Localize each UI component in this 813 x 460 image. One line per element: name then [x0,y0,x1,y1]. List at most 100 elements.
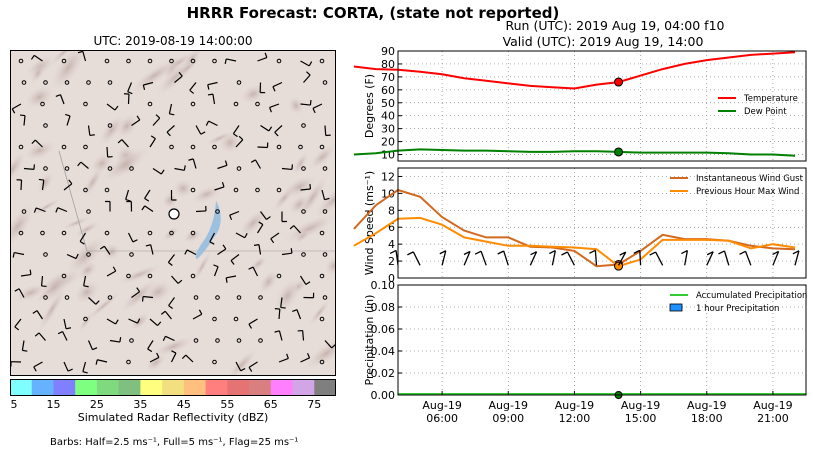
terrain-ridge [36,285,67,334]
calm-wind-marker [43,252,48,257]
legend-label: Accumulated Precipitation [696,291,807,301]
wind-barb [127,82,133,92]
wind-barb-feather [125,199,131,202]
x-tick-date: Aug-19 [555,399,594,412]
current-value-marker [614,147,624,157]
wind-barb-feather [150,135,156,140]
wind-barb-feather [127,91,133,95]
wind-barb [235,361,242,372]
wind-barb-feather [160,169,165,175]
barbs-legend-note: Barbs: Half=2.5 ms⁻¹, Full=5 ms⁻¹, Flag=… [50,437,299,448]
calm-wind-marker [298,144,303,150]
wind-barb [189,82,197,91]
wind-barb [270,232,280,240]
wind-barb-feather [55,207,59,213]
wind-barb-feather [266,216,271,221]
wind-barb-feather [112,266,117,272]
calm-wind-marker [147,101,153,107]
wind-barb-feather [530,251,537,256]
x-tick-time: 09:00 [492,412,524,425]
calm-wind-marker [40,101,45,107]
wind-barb [128,318,138,324]
terrain-ridge [116,264,162,285]
wind-barb-feather [309,100,312,106]
wind-barb [441,250,447,266]
wind-barb [167,254,175,263]
series-line [353,51,796,90]
wind-barb [258,244,262,255]
calm-wind-marker [212,359,217,365]
x-tick-time: 15:00 [625,412,657,425]
calm-wind-marker [43,295,48,300]
y-tick-label: 90 [381,45,395,58]
wind-barb [772,251,780,266]
terrain-ridge [308,299,331,327]
terrain-ridge [182,228,203,244]
map-title: UTC: 2019-08-19 14:00:00 [93,34,253,48]
calm-wind-marker [169,230,174,236]
panel-precipitation: 0.00 0.02 0.04 0.06 0.08 0.10 Precipitation (i… [363,279,807,402]
wind-barb [303,74,311,83]
wind-barb [66,253,77,260]
reflectivity-colorbar: 5 15 25 35 45 55 65 75 [10,379,337,411]
legend: Accumulated Precipitation 1 hour Precipit… [669,291,807,314]
wind-barb [274,125,283,133]
wind-barb [214,186,225,191]
calm-wind-marker [212,144,217,150]
colorbar-swatch [53,379,76,396]
wind-barb [300,188,311,191]
wind-barb-feather [12,252,15,258]
terrain-ridge [226,348,258,375]
calm-wind-marker [86,252,91,257]
calm-wind-marker [104,58,110,64]
wind-barb-feather [389,249,397,255]
wind-barb-feather [589,249,596,254]
wind-barb [35,207,46,213]
wind-barb [34,139,43,148]
wind-barb-feather [79,240,85,245]
wind-barb [281,167,293,171]
wind-barb [97,359,108,363]
calm-wind-marker [147,273,153,279]
wind-barb-feather [178,71,183,77]
terrain-ridge [312,180,335,219]
wind-barb-feather [33,207,37,213]
wind-barb [87,125,91,136]
legend: Temperature Dew Point [718,94,798,117]
wind-barb [226,275,237,279]
wind-barb [174,167,185,171]
wind-barb-feather [136,115,141,121]
wind-barb-feather [162,336,166,342]
wind-barb [82,361,87,372]
wind-barb-feather [792,250,800,255]
wind-barb-feather [290,248,293,254]
station-marker [168,208,180,220]
wind-barb [109,339,120,343]
wind-barb [794,250,800,266]
valid-time-label: Valid (UTC): 2019 Aug 19, 14:00 [502,34,704,49]
wind-barb-feather [55,94,61,97]
wind-barb-feather [34,332,40,337]
colorbar-tick-label: 15 [46,398,60,411]
wind-barb-feather [331,344,335,349]
wind-barb-feather [649,251,656,256]
wind-barb-feather [29,269,32,275]
calm-wind-marker [215,209,220,214]
wind-barb [168,297,175,306]
terrain-ridge [204,130,234,146]
wind-barb-feather [224,160,228,166]
wind-barb-feather [168,261,173,266]
calm-wind-marker [190,144,196,150]
wind-barb [185,354,194,363]
terrain-ridge [11,150,27,187]
panel-frame [397,50,807,162]
wind-barb-feather [207,93,214,96]
wind-barb [213,266,219,277]
map-canvas [11,51,335,375]
wind-barb-feather [222,244,227,250]
series-line [353,216,796,268]
wind-barb [723,250,730,266]
terrain-ridge [78,311,93,332]
wind-barb-feather [229,214,233,221]
wind-barb [83,275,87,286]
